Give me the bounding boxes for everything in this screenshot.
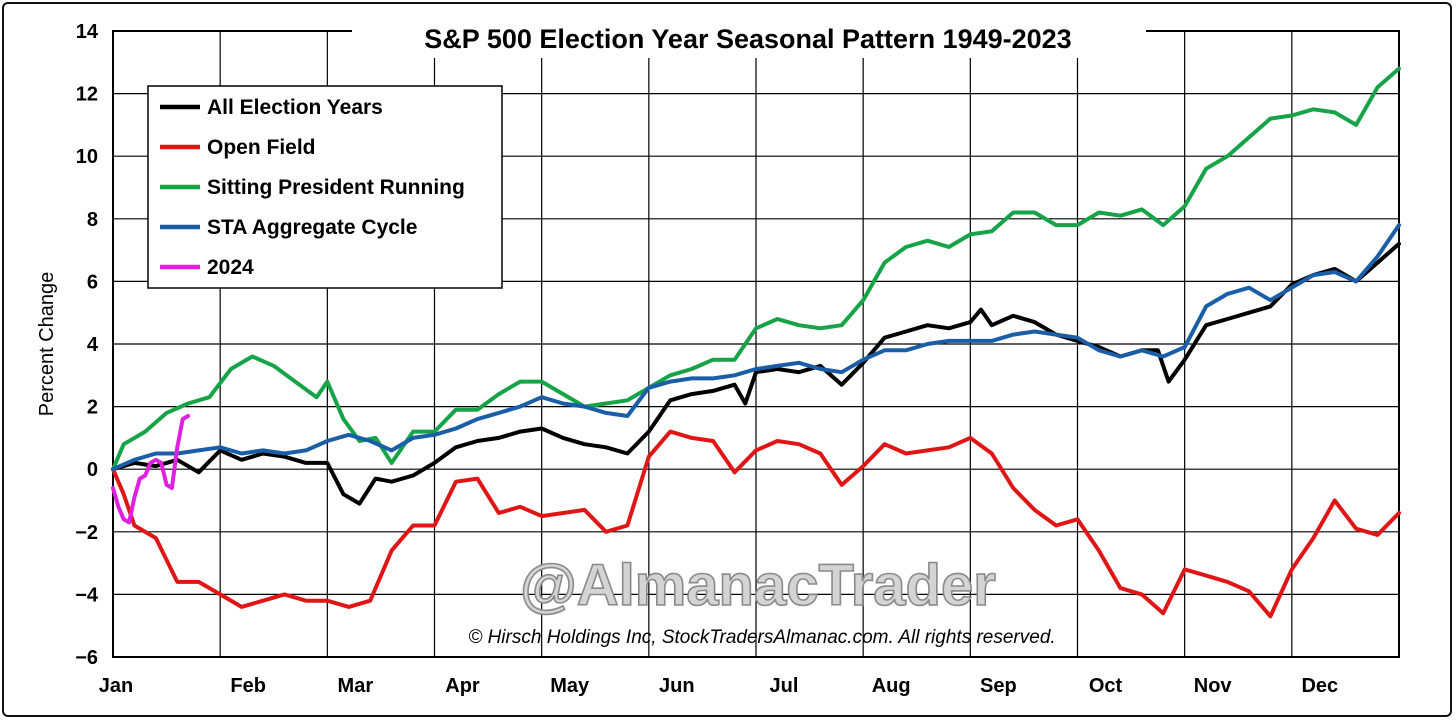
series-line-sitting-president-running [111,66,1401,472]
x-tick-label: Jan [99,675,133,697]
y-tick-label: 0 [87,459,98,481]
series-line-open-field [111,429,1401,619]
title-background [352,18,1146,58]
x-tick-label: May [550,675,590,697]
x-tick-label: Jul [770,675,799,697]
series-line-all-election-years [111,241,1401,506]
legend-label: Sitting President Running [207,176,465,199]
legend-label: 2024 [207,256,254,279]
x-tick-label: Dec [1301,675,1338,697]
x-tick-label: Nov [1194,675,1233,697]
legend-label: All Election Years [207,96,383,119]
title-group: S&P 500 Election Year Seasonal Pattern 1… [352,18,1146,58]
copyright-notice: © Hirsch Holdings Inc, StockTradersAlman… [468,627,1055,648]
y-tick-label: 6 [87,271,98,293]
x-tick-label: Jun [659,675,695,697]
y-tick-label: 12 [76,84,98,106]
x-tick-label: Sep [980,675,1017,697]
y-axis-label: Percent Change [36,272,58,417]
x-axis-ticks: Jan Feb Mar Apr May Jun Jul Aug Sep Oct Nov Dec [99,675,1338,697]
y-tick-label: 4 [87,334,99,356]
x-tick-label: Aug [872,675,911,697]
legend-box [147,85,503,289]
series-lines [111,66,1401,619]
watermark: @AlmanacTrader [520,553,996,618]
x-tick-label: Feb [230,675,266,697]
chart-title: S&P 500 Election Year Seasonal Pattern 1… [424,24,1071,54]
x-tick-label: Oct [1089,675,1123,697]
y-tick-label: −2 [75,522,98,544]
x-tick-label: Mar [338,675,374,697]
y-tick-label: 2 [87,397,98,419]
series-line-sta-aggregate-cycle [111,223,1401,472]
legend: All Election Years Open Field Sitting Pres… [147,85,503,289]
y-tick-label: 8 [87,209,98,231]
y-tick-label: 10 [76,146,98,168]
y-tick-label: −6 [75,647,98,669]
grid-lines [113,30,1399,658]
y-tick-label: 14 [76,21,99,43]
x-tick-label: Apr [445,675,480,697]
legend-label: STA Aggregate Cycle [207,216,417,239]
y-tick-label: −4 [75,584,99,606]
series-line-2024 [111,414,190,525]
legend-label: Open Field [207,136,316,159]
y-axis-ticks: 14 12 10 8 6 4 2 0 −2 −4 −6 [75,21,99,669]
